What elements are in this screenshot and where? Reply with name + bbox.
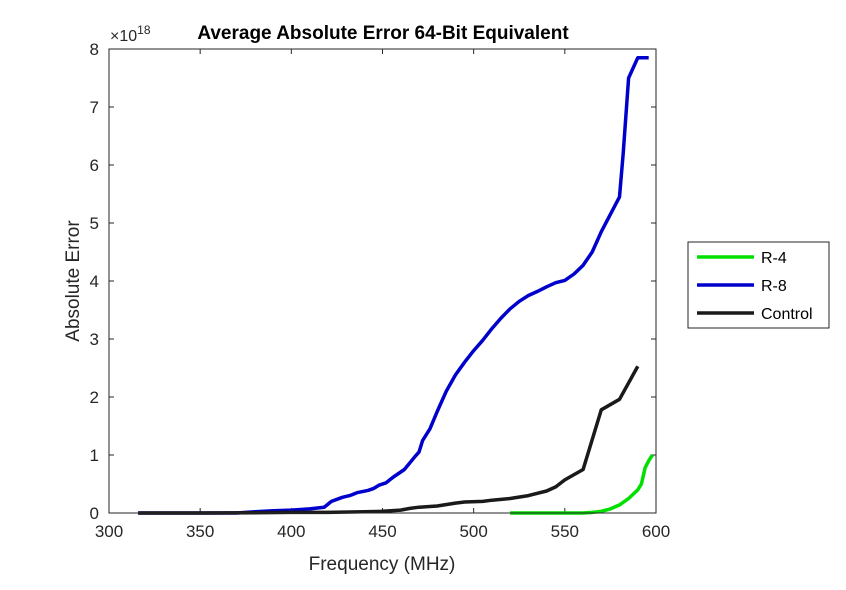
x-tick-label: 450 [368, 522, 396, 541]
x-tick-label: 300 [95, 522, 123, 541]
x-tick-label: 550 [551, 522, 579, 541]
y-exponent-base: ×10 [110, 28, 137, 45]
x-tick-label: 500 [459, 522, 487, 541]
legend-label: R-4 [761, 250, 787, 267]
y-tick-label: 6 [90, 156, 99, 175]
x-tick-label: 600 [642, 522, 670, 541]
series-line-control [138, 365, 640, 515]
x-tick-label: 400 [277, 522, 305, 541]
y-axis-label: Absolute Error [63, 220, 84, 342]
legend-label: Control [761, 306, 813, 323]
plot-frame [108, 48, 657, 514]
y-tick-label: 1 [90, 446, 99, 465]
plot-area [109, 49, 656, 513]
x-axis-label: Frequency (MHz) [309, 554, 456, 575]
y-tick-label: 4 [90, 272, 99, 291]
legend: R-4 R-8 Control [687, 241, 830, 329]
y-tick-label: 2 [90, 388, 99, 407]
y-tick-label: 0 [90, 504, 99, 523]
chart-title: Average Absolute Error 64-Bit Equivalent [197, 23, 569, 44]
x-tick-label: 350 [186, 522, 214, 541]
plot-background [109, 49, 656, 513]
y-tick-label: 8 [90, 40, 99, 59]
y-tick-label: 7 [90, 98, 99, 117]
y-axis-exponent: ×1018 [110, 23, 151, 45]
legend-label: R-8 [761, 278, 787, 295]
y-tick-label: 3 [90, 330, 99, 349]
series-line-r-8 [138, 55, 649, 515]
y-tick-label: 5 [90, 214, 99, 233]
y-exponent-power: 18 [137, 23, 151, 37]
